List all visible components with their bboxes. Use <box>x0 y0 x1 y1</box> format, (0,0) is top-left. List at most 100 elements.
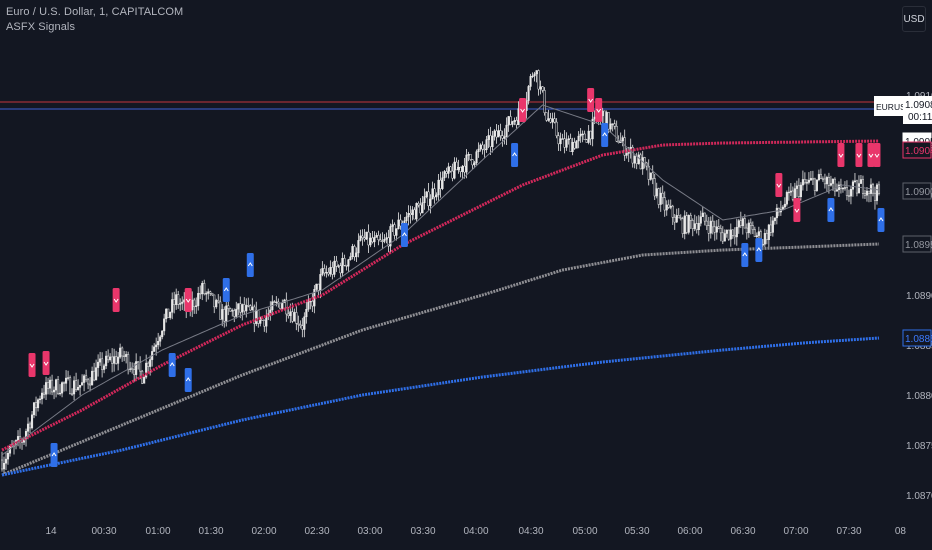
currency-button[interactable]: USD <box>902 6 926 32</box>
candle <box>407 205 410 226</box>
candle <box>34 396 38 417</box>
candle <box>93 362 96 382</box>
candle <box>577 131 580 149</box>
candle <box>455 157 458 171</box>
candle <box>111 348 114 373</box>
buy-signal-marker[interactable] <box>601 123 609 147</box>
candle <box>791 186 794 202</box>
candle <box>121 346 124 362</box>
candle <box>359 229 362 242</box>
candle <box>677 208 680 219</box>
candle <box>439 171 442 198</box>
candle <box>721 226 724 245</box>
candle <box>159 334 162 347</box>
candle <box>451 163 454 182</box>
candle <box>535 70 538 83</box>
sell-signal-marker[interactable] <box>867 143 875 167</box>
candle <box>633 155 636 169</box>
candle <box>119 343 122 359</box>
sell-signal-marker[interactable] <box>112 288 120 312</box>
candle <box>343 254 346 267</box>
candle <box>143 376 146 384</box>
candle <box>615 120 618 143</box>
candle <box>583 130 586 141</box>
candle <box>669 199 672 210</box>
buy-signal-marker[interactable] <box>246 253 254 277</box>
sell-signal-marker[interactable] <box>519 98 527 122</box>
candle <box>363 229 366 242</box>
candle <box>147 361 150 373</box>
sell-signal-marker[interactable] <box>595 98 603 122</box>
buy-signal-marker[interactable] <box>50 443 58 467</box>
candle <box>32 402 36 419</box>
candle <box>317 283 320 296</box>
candle <box>795 180 798 198</box>
buy-signal-marker[interactable] <box>168 353 176 377</box>
candle <box>293 308 296 322</box>
buy-signal-marker[interactable] <box>184 368 192 392</box>
sell-signal-marker[interactable] <box>837 143 845 167</box>
price-label-value: 1.09004 <box>905 187 932 198</box>
candle <box>709 216 712 239</box>
buy-signal-marker[interactable] <box>755 238 763 262</box>
candle <box>409 205 412 224</box>
candle <box>445 167 448 178</box>
sell-signal-marker[interactable] <box>28 353 36 377</box>
price-label: 1.08857 <box>902 329 932 347</box>
time-axis[interactable]: 14 00:30 01:00 01:30 02:00 02:30 03:00 03:30 04:… <box>45 526 906 537</box>
candle <box>301 317 304 338</box>
candle <box>683 210 686 240</box>
sell-signal-marker[interactable] <box>587 88 595 112</box>
candle <box>63 381 66 392</box>
buy-signal-marker[interactable] <box>827 198 835 222</box>
candle <box>44 376 48 401</box>
buy-signal-marker[interactable] <box>400 223 408 247</box>
candle <box>739 211 742 229</box>
candle <box>2 456 6 474</box>
sell-signal-marker[interactable] <box>873 143 881 167</box>
candle <box>95 359 98 381</box>
candle <box>541 86 544 93</box>
buy-signal-marker[interactable] <box>222 278 230 302</box>
candle <box>53 386 56 400</box>
candle <box>785 190 788 207</box>
candle <box>377 230 380 246</box>
candle <box>729 223 732 247</box>
candle <box>867 190 871 203</box>
last-price-value: 1.09089 <box>905 100 932 111</box>
candle <box>799 182 802 201</box>
candle <box>579 128 582 143</box>
candle <box>809 170 812 181</box>
candle <box>587 125 590 145</box>
candle <box>199 285 202 299</box>
candle <box>117 352 120 371</box>
candle <box>79 384 82 396</box>
indicator-title[interactable]: ASFX Signals <box>6 21 76 33</box>
candle <box>641 150 644 175</box>
candle <box>673 214 676 230</box>
candle <box>457 159 460 174</box>
x-tick-label: 00:30 <box>91 526 116 537</box>
candle <box>697 215 700 236</box>
candle <box>695 216 698 234</box>
candle <box>69 375 72 395</box>
buy-signal-marker[interactable] <box>741 243 749 267</box>
symbol-title[interactable]: Euro / U.S. Dollar, 1, CAPITALCOM <box>6 6 184 18</box>
candle <box>745 223 748 240</box>
candle <box>323 264 326 277</box>
candle <box>515 116 518 129</box>
sell-signal-marker[interactable] <box>775 173 783 197</box>
sell-signal-marker[interactable] <box>184 288 192 312</box>
candle <box>383 234 386 244</box>
buy-signal-marker[interactable] <box>877 208 885 232</box>
candle <box>877 181 881 196</box>
buy-signal-marker[interactable] <box>511 143 519 167</box>
signal-markers[interactable] <box>28 88 885 467</box>
horizontal-lines <box>0 101 899 110</box>
sell-signal-marker[interactable] <box>42 351 50 375</box>
sell-signal-marker[interactable] <box>793 198 801 222</box>
candle <box>441 171 444 191</box>
sell-signal-marker[interactable] <box>855 143 863 167</box>
